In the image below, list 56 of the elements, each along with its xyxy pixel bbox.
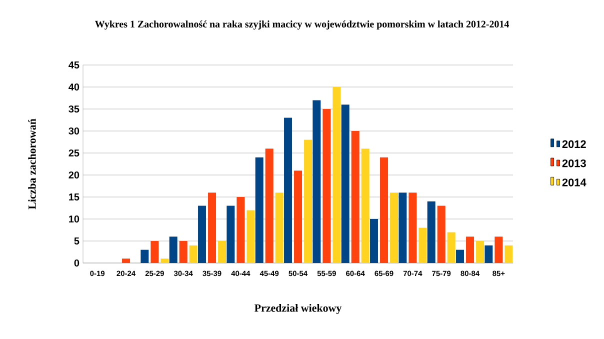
bar — [370, 219, 378, 263]
bar — [304, 140, 312, 263]
bar — [208, 192, 216, 263]
bar — [226, 206, 235, 263]
bar — [189, 245, 198, 263]
y-tick-label: 45 — [68, 62, 80, 68]
bar — [150, 241, 159, 263]
bar — [294, 170, 302, 263]
chart-title: Wykres 1 Zachorowalność na raka szyjki macicy w województwie pomorskim w latach 2012-2014 — [94, 20, 509, 30]
bar — [312, 100, 321, 263]
bar — [341, 104, 350, 263]
bar — [390, 192, 398, 263]
y-tick-label: 0 — [74, 259, 80, 267]
bar — [255, 157, 264, 263]
bar — [198, 206, 206, 263]
y-tick-label: 20 — [68, 171, 80, 179]
bar — [484, 245, 493, 263]
y-tick-label: 35 — [68, 105, 80, 113]
y-tick-label: 25 — [68, 149, 80, 157]
y-tick-label: 10 — [69, 215, 80, 223]
bar — [122, 258, 130, 263]
bar — [179, 241, 188, 263]
bar — [236, 197, 245, 263]
bar — [437, 206, 446, 263]
legend-label: 2013 — [562, 159, 586, 168]
bar — [427, 201, 436, 263]
bar — [284, 118, 292, 263]
y-tick-label: 5 — [74, 238, 80, 244]
bar — [246, 210, 255, 263]
bar — [398, 192, 407, 263]
bar — [332, 87, 341, 263]
bar — [361, 148, 370, 263]
bar — [447, 232, 456, 263]
bar — [456, 250, 464, 263]
bar — [218, 241, 226, 263]
bar — [466, 236, 474, 263]
bar — [169, 236, 178, 263]
bar — [380, 157, 388, 263]
bar — [418, 228, 427, 263]
bar — [265, 148, 274, 263]
bar — [140, 250, 149, 263]
y-tick-label: 15 — [69, 194, 80, 200]
legend-label: 2014 — [562, 178, 586, 186]
x-axis-title: Przedział wiekowy — [254, 304, 342, 314]
bar — [408, 192, 417, 263]
bar — [275, 192, 284, 263]
bar — [351, 131, 360, 263]
y-axis-title: Liczba zachorowań — [28, 118, 36, 210]
legend-label: 2012 — [562, 140, 586, 148]
y-tick-label: 40 — [68, 83, 80, 91]
bar — [160, 258, 169, 263]
bar — [494, 236, 503, 263]
bar — [322, 109, 331, 263]
y-tick-label: 30 — [68, 127, 80, 135]
bar — [476, 241, 484, 263]
bar — [504, 245, 513, 263]
